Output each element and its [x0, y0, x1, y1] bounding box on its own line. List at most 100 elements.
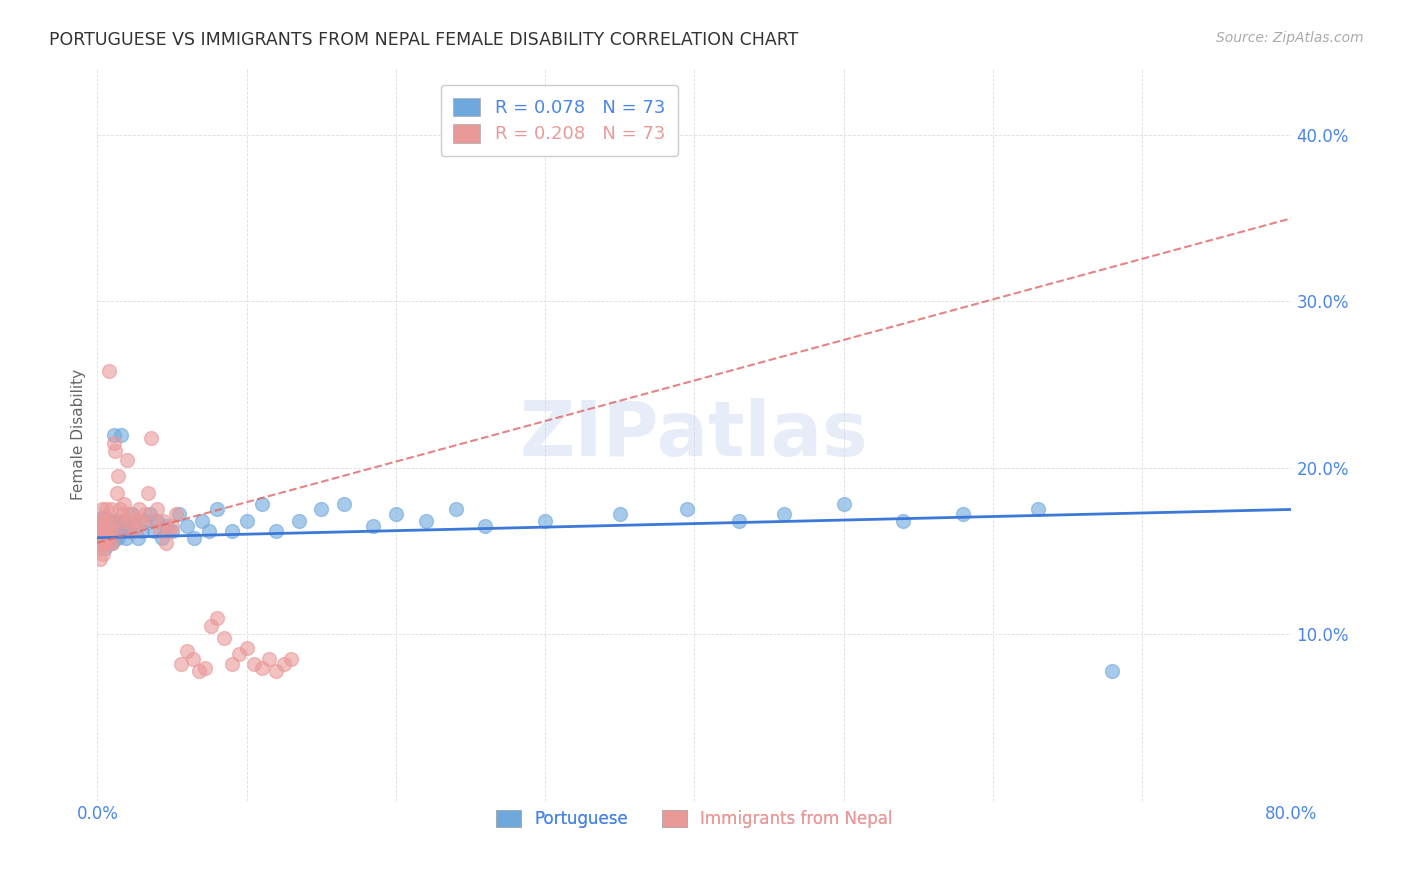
- Point: [124, 519, 146, 533]
- Point: [228, 647, 250, 661]
- Point: [221, 524, 243, 538]
- Point: [138, 508, 160, 522]
- Point: [100, 531, 122, 545]
- Point: [250, 498, 273, 512]
- Point: [94, 514, 117, 528]
- Point: [91, 524, 114, 538]
- Point: [91, 514, 114, 528]
- Point: [104, 531, 127, 545]
- Point: [146, 514, 169, 528]
- Point: [87, 527, 110, 541]
- Point: [96, 502, 118, 516]
- Point: [98, 535, 121, 549]
- Point: [96, 535, 118, 549]
- Point: [149, 524, 172, 538]
- Point: [363, 519, 385, 533]
- Point: [98, 524, 121, 538]
- Point: [235, 640, 257, 655]
- Point: [89, 519, 111, 533]
- Point: [100, 524, 122, 538]
- Point: [97, 524, 120, 538]
- Point: [87, 519, 110, 533]
- Point: [120, 524, 142, 538]
- Point: [103, 436, 125, 450]
- Point: [91, 531, 114, 545]
- Point: [176, 644, 198, 658]
- Point: [266, 664, 288, 678]
- Point: [257, 652, 280, 666]
- Point: [952, 508, 974, 522]
- Point: [96, 527, 118, 541]
- Point: [474, 519, 496, 533]
- Point: [89, 552, 111, 566]
- Point: [94, 519, 117, 533]
- Point: [97, 514, 120, 528]
- Point: [181, 652, 204, 666]
- Point: [143, 514, 166, 528]
- Point: [134, 508, 156, 522]
- Point: [155, 535, 177, 549]
- Point: [96, 510, 118, 524]
- Point: [415, 514, 437, 528]
- Point: [155, 519, 177, 533]
- Point: [101, 519, 124, 533]
- Point: [90, 514, 112, 528]
- Point: [176, 519, 198, 533]
- Point: [115, 452, 138, 467]
- Point: [832, 498, 855, 512]
- Point: [205, 610, 228, 624]
- Point: [534, 514, 557, 528]
- Point: [1026, 502, 1049, 516]
- Point: [101, 535, 124, 549]
- Point: [101, 535, 124, 549]
- Point: [131, 524, 153, 538]
- Point: [146, 502, 169, 516]
- Point: [124, 524, 146, 538]
- Point: [385, 508, 408, 522]
- Point: [166, 508, 188, 522]
- Point: [288, 514, 311, 528]
- Point: [90, 524, 112, 538]
- Point: [97, 514, 120, 528]
- Point: [90, 510, 112, 524]
- Point: [773, 508, 796, 522]
- Point: [250, 660, 273, 674]
- Point: [212, 631, 235, 645]
- Point: [103, 427, 125, 442]
- Point: [105, 524, 128, 538]
- Text: PORTUGUESE VS IMMIGRANTS FROM NEPAL FEMALE DISABILITY CORRELATION CHART: PORTUGUESE VS IMMIGRANTS FROM NEPAL FEMA…: [49, 31, 799, 49]
- Text: ZIPatlas: ZIPatlas: [520, 398, 869, 472]
- Point: [87, 535, 110, 549]
- Point: [89, 514, 111, 528]
- Point: [187, 664, 209, 678]
- Point: [139, 431, 162, 445]
- Point: [91, 547, 114, 561]
- Point: [128, 502, 150, 516]
- Point: [309, 502, 332, 516]
- Point: [91, 535, 114, 549]
- Point: [90, 502, 112, 516]
- Point: [205, 502, 228, 516]
- Point: [118, 524, 141, 538]
- Point: [170, 657, 193, 672]
- Point: [112, 498, 135, 512]
- Point: [89, 531, 111, 545]
- Point: [97, 523, 120, 537]
- Point: [100, 514, 122, 528]
- Point: [96, 531, 118, 545]
- Point: [120, 508, 142, 522]
- Point: [127, 531, 149, 545]
- Point: [160, 524, 183, 538]
- Point: [198, 524, 221, 538]
- Point: [94, 541, 117, 555]
- Point: [221, 657, 243, 672]
- Point: [89, 541, 111, 555]
- Point: [183, 531, 205, 545]
- Point: [107, 469, 129, 483]
- Point: [143, 524, 166, 538]
- Point: [114, 514, 136, 528]
- Point: [122, 514, 145, 528]
- Point: [90, 527, 112, 541]
- Point: [191, 514, 214, 528]
- Point: [200, 619, 222, 633]
